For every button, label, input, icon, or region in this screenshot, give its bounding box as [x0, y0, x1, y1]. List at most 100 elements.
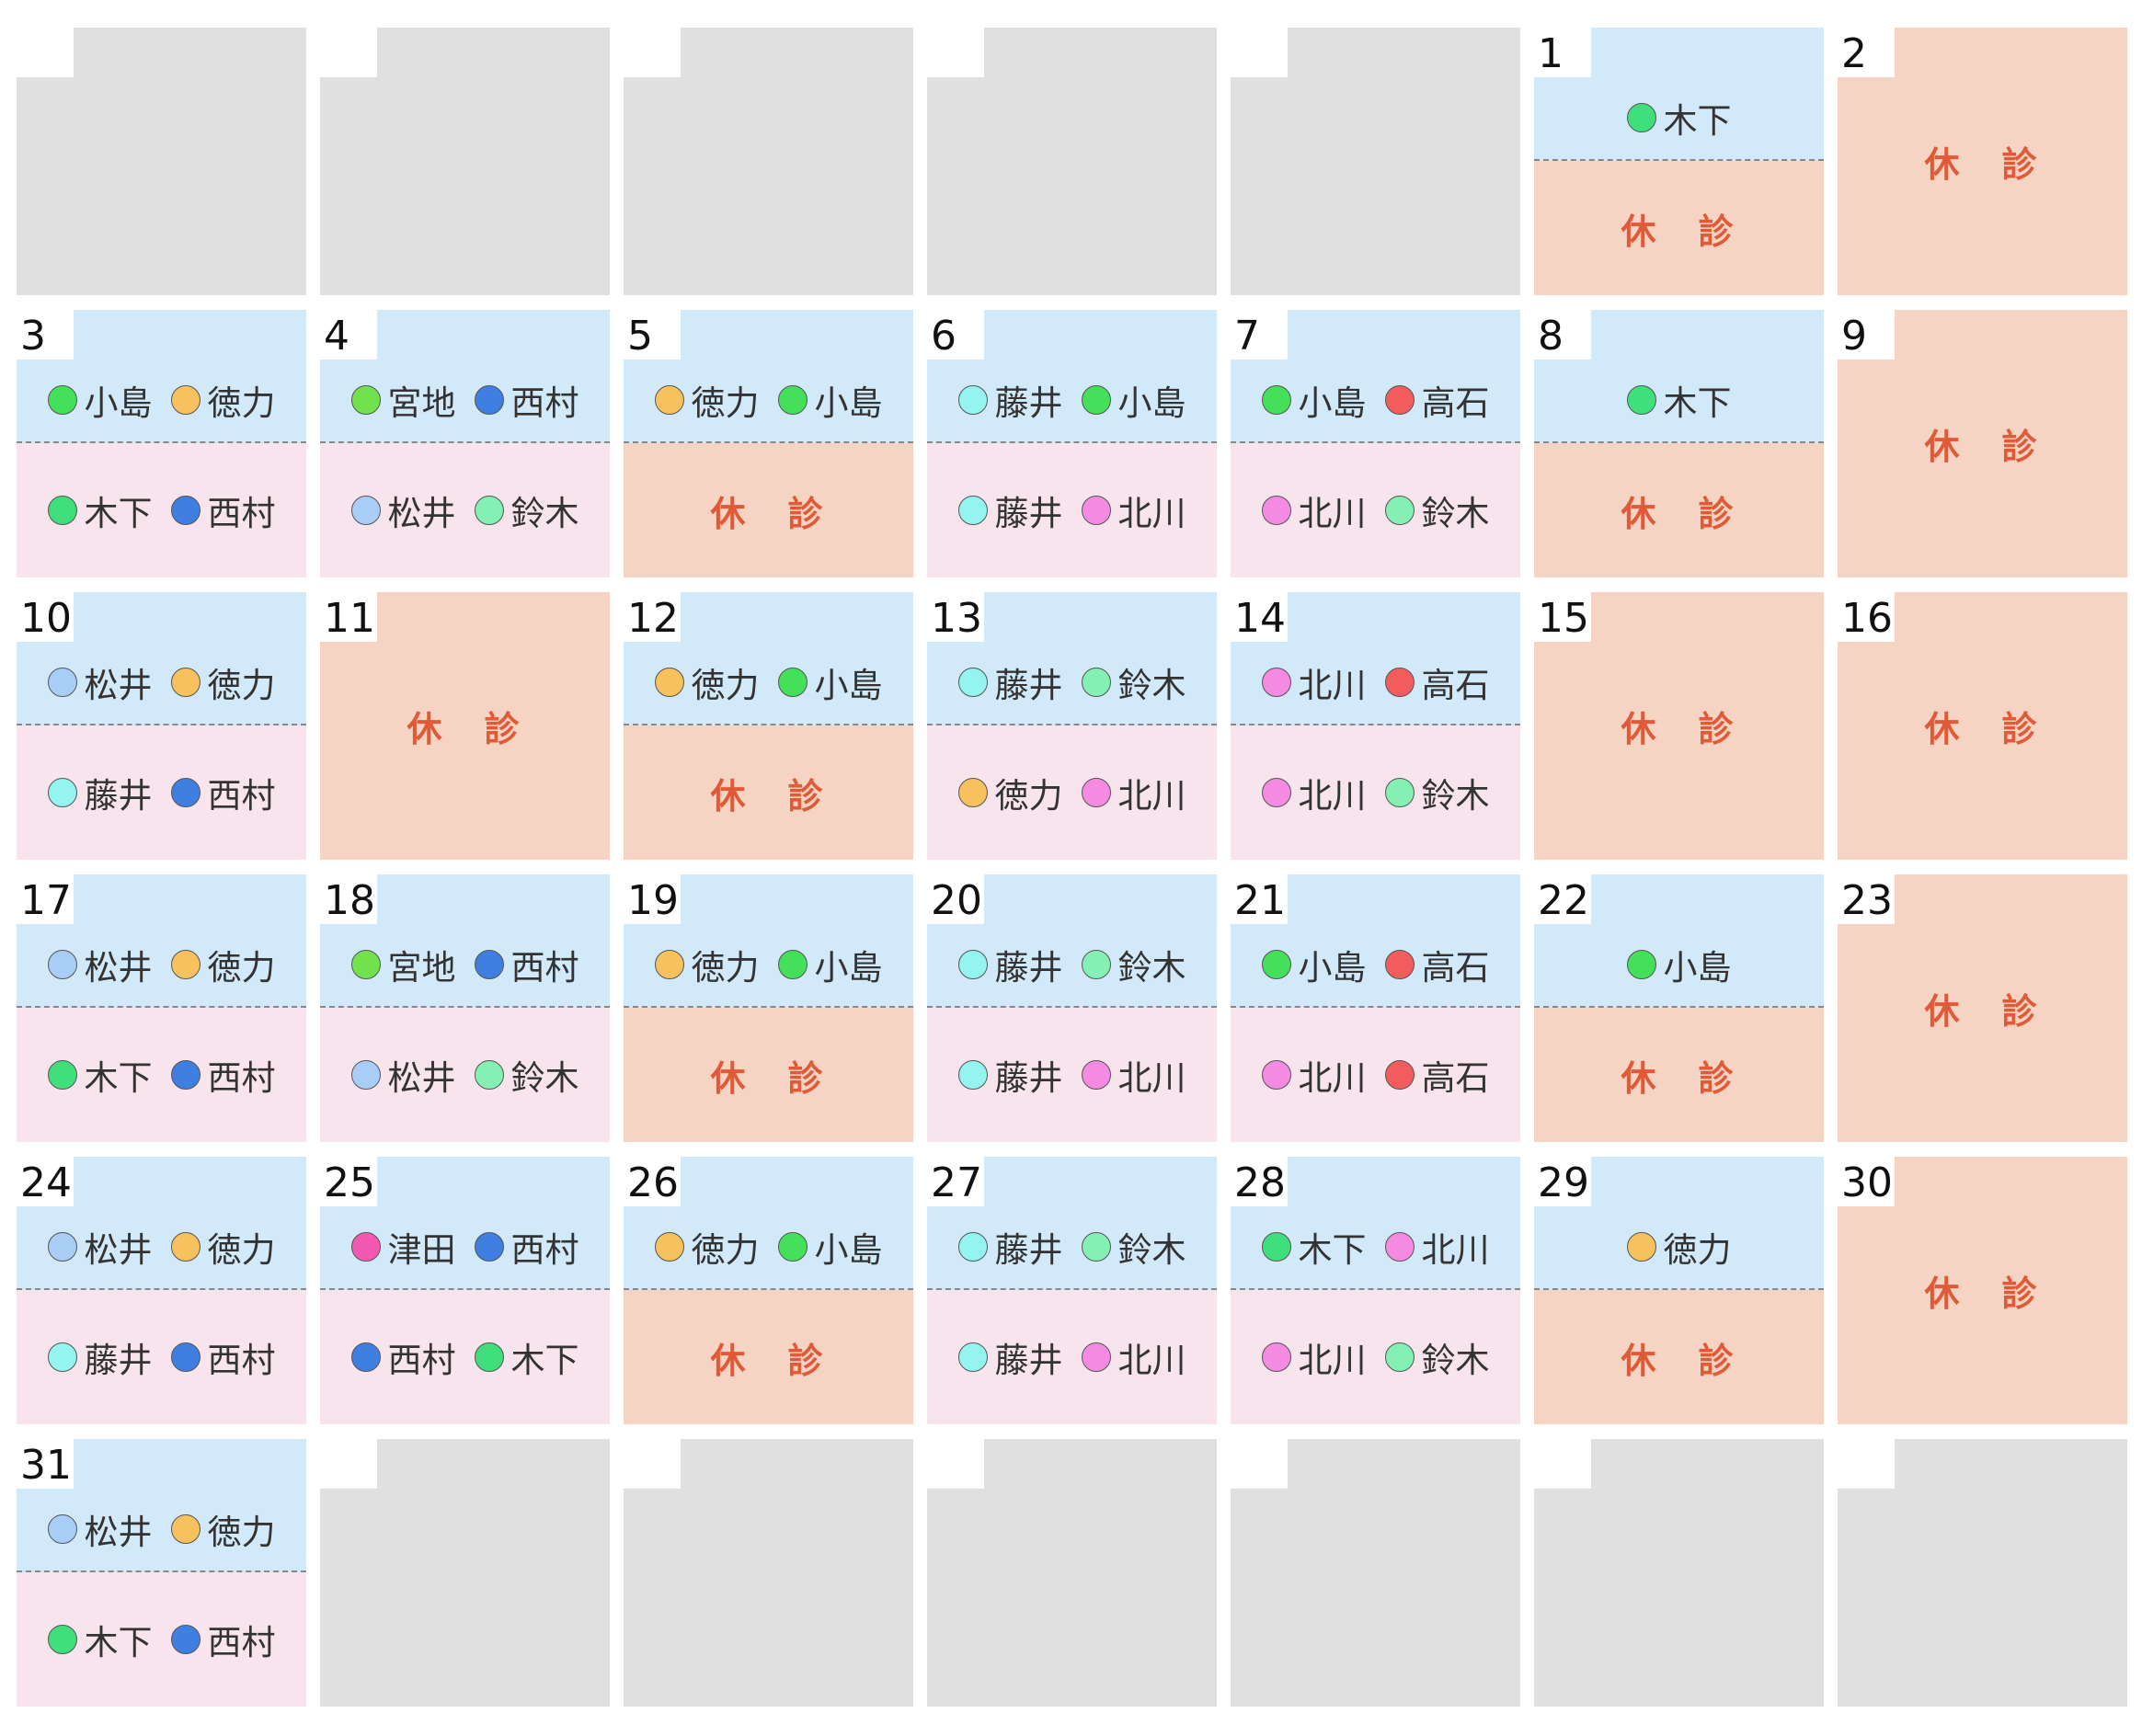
doctor-name: 松井 — [84, 665, 153, 705]
pm-session: 藤井 北川 — [927, 443, 1217, 577]
doctor-name: 小島 — [1298, 947, 1367, 988]
day-cell: 宮地 西村 松井 鈴木 18 — [320, 874, 610, 1142]
doctor-name: 西村 — [510, 383, 579, 423]
doctor-name: 徳力 — [207, 383, 276, 423]
pm-session: 休 診 — [1534, 1290, 1824, 1424]
doctor-dot — [1384, 778, 1415, 807]
day-number: 4 — [320, 310, 377, 360]
doctor-name: 北川 — [1117, 1058, 1186, 1098]
doctor: 高石 — [1384, 940, 1490, 989]
day-number: 7 — [1231, 310, 1288, 360]
day-number-box — [1534, 1439, 1591, 1489]
doctor-name: 西村 — [387, 1341, 456, 1380]
doctor-name: 小島 — [1663, 947, 1732, 988]
day-number: 10 — [17, 592, 74, 642]
doctor-name: 小島 — [1117, 383, 1186, 423]
doctor-name: 藤井 — [994, 494, 1063, 533]
day-number: 5 — [624, 310, 681, 360]
doctor-dot — [1261, 1231, 1291, 1262]
doctor-dot — [350, 1231, 381, 1262]
doctor-name: 徳力 — [207, 947, 276, 988]
doctor-dot — [1626, 1231, 1656, 1262]
doctor-dot — [1626, 949, 1656, 979]
doctor-name: 藤井 — [994, 383, 1063, 423]
day-number: 12 — [624, 592, 681, 642]
doctor: 徳力 — [170, 375, 276, 425]
day-cell: 北川 高石 北川 鈴木 14 — [1231, 592, 1520, 860]
doctor-name: 鈴木 — [510, 1058, 579, 1098]
doctor: 西村 — [474, 375, 579, 425]
pm-session: 徳力 北川 — [927, 725, 1217, 860]
doctor-name: 徳力 — [691, 947, 760, 988]
day-number-box — [927, 28, 984, 77]
doctor-name: 西村 — [207, 776, 276, 816]
day-cell: 藤井 鈴木 藤井 北川 20 — [927, 874, 1217, 1142]
doctor-dot — [47, 1513, 77, 1544]
closed-label: 休 診 — [1621, 709, 1737, 749]
doctor: 徳力 — [170, 1222, 276, 1272]
doctor-name: 松井 — [84, 1512, 153, 1552]
doctor: 北川 — [1261, 768, 1367, 817]
pm-session: 藤井 西村 — [17, 1290, 306, 1424]
doctor: 北川 — [1081, 485, 1186, 535]
day-number: 30 — [1838, 1157, 1895, 1206]
doctor-name: 徳力 — [691, 383, 760, 423]
doctor-name: 北川 — [1117, 494, 1186, 533]
doctor: 藤井 — [957, 657, 1063, 707]
day-number: 20 — [927, 874, 984, 924]
doctor-dot — [1261, 1342, 1291, 1372]
day-number: 29 — [1534, 1157, 1591, 1206]
closed-label: 休 診 — [1621, 1057, 1737, 1099]
doctor-dot — [1384, 384, 1415, 415]
doctor-name: 高石 — [1421, 665, 1490, 705]
doctor-dot — [170, 667, 200, 697]
doctor-dot — [1261, 496, 1291, 525]
doctor: 鈴木 — [1384, 768, 1490, 817]
day-cell: 小島休 診 22 — [1534, 874, 1824, 1142]
doctor-name: 西村 — [207, 1623, 276, 1662]
day-cell — [17, 28, 306, 295]
closed-label: 休 診 — [1621, 211, 1737, 252]
day-cell: 休 診 30 — [1838, 1157, 2127, 1424]
doctor-name: 小島 — [814, 383, 883, 423]
day-number-box — [17, 28, 74, 77]
doctor-name: 小島 — [814, 1229, 883, 1270]
doctor: 松井 — [47, 940, 153, 989]
doctor: 藤井 — [957, 1222, 1063, 1272]
doctor-name: 北川 — [1298, 1058, 1367, 1098]
doctor-name: 木下 — [1663, 383, 1732, 423]
doctor-dot — [47, 384, 77, 415]
closed-label: 休 診 — [1621, 493, 1737, 534]
pm-session: 北川 鈴木 — [1231, 443, 1520, 577]
day-number: 19 — [624, 874, 681, 924]
doctor: 木下 — [474, 1332, 579, 1382]
doctor: 小島 — [1626, 940, 1732, 989]
doctor-dot — [777, 1231, 808, 1262]
doctor-dot — [1081, 778, 1111, 807]
doctor-name: 高石 — [1421, 1058, 1490, 1098]
doctor: 北川 — [1261, 1332, 1367, 1382]
day-cell — [1231, 1439, 1520, 1707]
pm-session: 松井 鈴木 — [320, 1008, 610, 1142]
doctor-name: 西村 — [510, 1229, 579, 1270]
day-cell: 津田 西村 西村 木下 25 — [320, 1157, 610, 1424]
doctor-dot — [957, 1231, 988, 1262]
doctor-dot — [47, 667, 77, 697]
doctor-dot — [474, 496, 504, 525]
doctor-dot — [350, 949, 381, 979]
doctor-name: 西村 — [207, 1058, 276, 1098]
doctor-dot — [47, 1342, 77, 1372]
doctor-name: 木下 — [1663, 100, 1732, 141]
day-cell: 休 診 15 — [1534, 592, 1824, 860]
doctor-dot — [474, 1342, 504, 1372]
doctor-dot — [170, 1231, 200, 1262]
closed-label: 休 診 — [1924, 991, 2041, 1032]
closed-label: 休 診 — [1924, 144, 2041, 185]
day-cell: 休 診 11 — [320, 592, 610, 860]
doctor: 小島 — [777, 375, 883, 425]
day-number: 27 — [927, 1157, 984, 1206]
doctor-dot — [957, 949, 988, 979]
pm-session: 休 診 — [1534, 1008, 1824, 1142]
doctor-dot — [1261, 778, 1291, 807]
